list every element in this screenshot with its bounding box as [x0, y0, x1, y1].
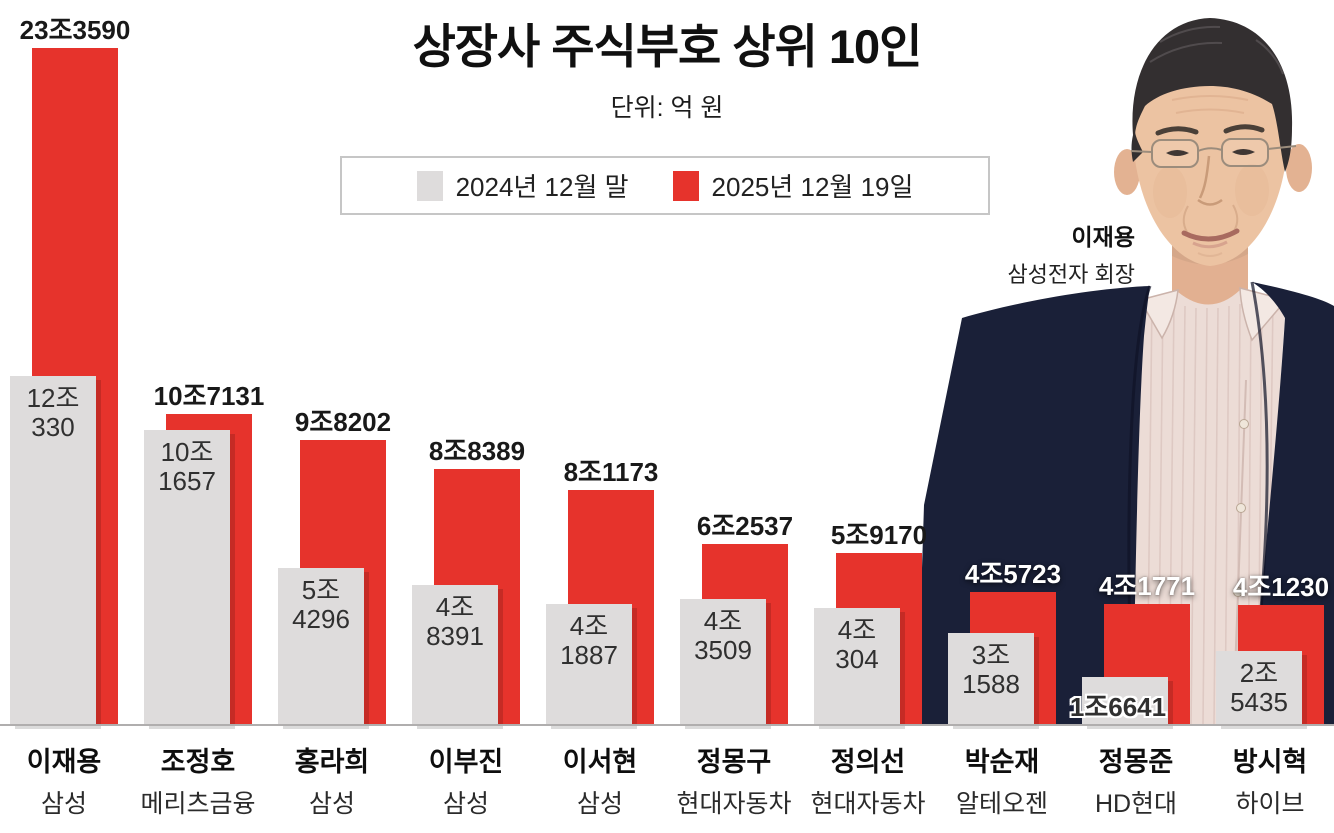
bar-2024-rank9 [1082, 677, 1168, 725]
person-name-rank4: 이부진 [428, 747, 504, 777]
value-label-2025-rank9: 4조1771 [1098, 571, 1196, 601]
person-name-rank6: 정몽구 [696, 747, 772, 777]
company-name-rank4: 삼성 [442, 790, 489, 818]
unit-note: 단위: 억 원 [610, 94, 724, 122]
value-label-2024-rank1: 12조 330 [26, 383, 80, 443]
value-label-2024-rank2: 10조 1657 [158, 437, 216, 497]
value-label-2024-rank4: 4조 8391 [426, 592, 484, 652]
value-label-2025-rank6: 6조2537 [696, 511, 794, 541]
bar-2024-rank8 [948, 633, 1034, 725]
value-label-2024-rank7: 4조 304 [835, 615, 879, 675]
bar-2024-rank5 [546, 604, 632, 725]
person-name-rank1: 이재용 [26, 747, 102, 777]
bar-2024-rank4 [412, 585, 498, 725]
value-label-2025-rank7: 5조9170 [830, 520, 928, 550]
chart-baseline [0, 724, 1334, 726]
bar-2024-rank10 [1216, 651, 1302, 725]
legend-item-2024: 2024년 12월 말 [416, 167, 629, 204]
legend-label-2024: 2024년 12월 말 [455, 172, 629, 202]
value-label-2024-rank8: 3조 1588 [962, 640, 1020, 700]
person-name-rank7: 정의선 [830, 747, 906, 777]
legend-label-2025: 2025년 12월 19일 [711, 172, 914, 202]
company-name-rank3: 삼성 [308, 790, 355, 818]
person-name-rank3: 홍라희 [294, 747, 370, 777]
value-label-2025-rank10: 4조1230 [1232, 572, 1330, 602]
value-label-2025-rank8: 4조5723 [964, 559, 1062, 589]
person-name-rank10: 방시혁 [1232, 747, 1308, 777]
company-name-rank9: HD현대 [1094, 790, 1178, 818]
legend-swatch-2024 [416, 170, 443, 201]
company-name-rank8: 알테오젠 [955, 790, 1048, 818]
bar-2024-rank1 [10, 376, 96, 725]
legend: 2024년 12월 말 2025년 12월 19일 [340, 156, 990, 215]
company-name-rank10: 하이브 [1235, 790, 1305, 818]
legend-swatch-2025 [672, 170, 699, 201]
bar-2024-rank7 [814, 608, 900, 725]
value-label-2024-rank10: 2조 5435 [1230, 658, 1288, 718]
bar-2024-rank3 [278, 568, 364, 725]
company-name-rank7: 현대자동차 [810, 790, 926, 818]
bar-2024-rank6 [680, 599, 766, 725]
photo-caption: 이재용 삼성전자 회장 [973, 218, 1135, 289]
person-name-rank9: 정몽준 [1098, 747, 1174, 777]
photo-caption-title: 삼성전자 회장 [1007, 262, 1135, 287]
person-name-rank8: 박순재 [964, 747, 1040, 777]
bar-2024-rank2 [144, 430, 230, 725]
company-name-rank6: 현대자동차 [676, 790, 792, 818]
value-label-2025-rank2: 10조7131 [153, 381, 265, 411]
page-title: 상장사 주식부호 상위 10인 [412, 20, 923, 73]
company-name-rank1: 삼성 [40, 790, 87, 818]
value-label-2024-rank6: 4조 3509 [694, 606, 752, 666]
person-name-rank5: 이서현 [562, 747, 638, 777]
value-label-2025-rank3: 9조8202 [294, 407, 392, 437]
glasses-icon [1130, 138, 1297, 168]
value-label-2024-rank5: 4조 1887 [560, 611, 618, 671]
value-label-2025-rank5: 8조1173 [563, 457, 659, 487]
portrait-head [1114, 18, 1312, 266]
value-label-2024-rank9: 1조6641 [1069, 692, 1167, 722]
value-label-2025-rank1: 23조3590 [19, 15, 131, 45]
value-label-2025-rank4: 8조8389 [428, 436, 526, 466]
company-name-rank2: 메리츠금융 [140, 790, 256, 818]
legend-item-2025: 2025년 12월 19일 [672, 167, 914, 204]
photo-caption-name: 이재용 [1071, 224, 1135, 250]
person-name-rank2: 조정호 [160, 747, 236, 777]
company-name-rank5: 삼성 [576, 790, 623, 818]
value-label-2024-rank3: 5조 4296 [292, 575, 350, 635]
